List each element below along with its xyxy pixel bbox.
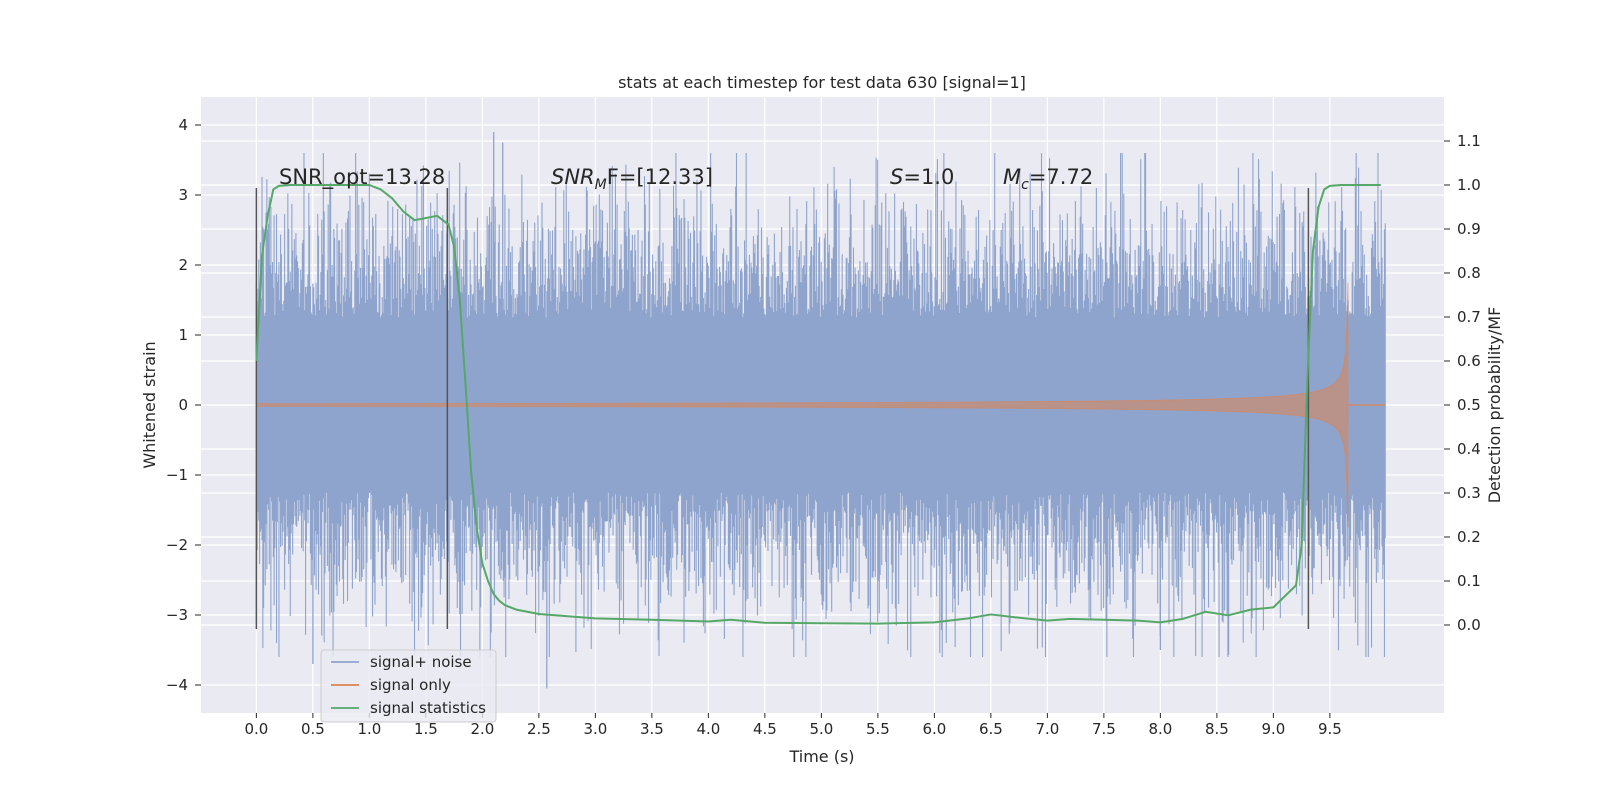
x-tick-label-4: 2.0 bbox=[470, 720, 494, 738]
x-tick-label-6: 3.0 bbox=[583, 720, 607, 738]
x-tick-label-7: 3.5 bbox=[640, 720, 664, 738]
x-tick-label-8: 4.0 bbox=[696, 720, 720, 738]
x-tick-label-9: 4.5 bbox=[753, 720, 777, 738]
x-tick-label-12: 6.0 bbox=[922, 720, 946, 738]
y-right-tick-label-11: 1.1 bbox=[1457, 132, 1481, 150]
annotation-mc-sub: c bbox=[1021, 177, 1029, 193]
y-right-tick-label-7: 0.7 bbox=[1457, 308, 1481, 326]
y-right-tick-label-0: 0.0 bbox=[1457, 616, 1481, 634]
y-right-tick-label-3: 0.3 bbox=[1457, 484, 1481, 502]
legend-label-signal-statistics: signal statistics bbox=[370, 699, 486, 717]
vertical-markers bbox=[255, 188, 1310, 629]
x-tick-label-13: 6.5 bbox=[979, 720, 1003, 738]
annotation-s-suffix: =1.0 bbox=[903, 165, 954, 189]
x-axis-label: Time (s) bbox=[788, 747, 854, 766]
legend: signal+ noise signal only signal statist… bbox=[320, 649, 497, 723]
x-tick-label-11: 5.5 bbox=[866, 720, 890, 738]
y-right-tick-label-9: 0.9 bbox=[1457, 220, 1481, 238]
y-left-tick-label-8: 4 bbox=[178, 116, 188, 134]
x-tick-label-3: 1.5 bbox=[414, 720, 438, 738]
x-tick-label-5: 2.5 bbox=[527, 720, 551, 738]
x-tick-label-16: 8.0 bbox=[1148, 720, 1172, 738]
y-right-tick-label-5: 0.5 bbox=[1457, 396, 1481, 414]
annotation-snr-mf: SNRMF=[12.33] bbox=[551, 165, 713, 193]
y-left-tick-label-5: 1 bbox=[178, 326, 188, 344]
signal-only-series bbox=[255, 282, 1386, 528]
annotation-snr-mf-suffix: F=[12.33] bbox=[607, 165, 713, 189]
x-tick-label-18: 9.0 bbox=[1261, 720, 1285, 738]
y-left-tick-label-3: −1 bbox=[166, 466, 188, 484]
annotation-mc-prefix: M bbox=[1003, 165, 1021, 189]
x-tick-label-15: 7.5 bbox=[1092, 720, 1116, 738]
y-left-tick-label-7: 3 bbox=[178, 186, 188, 204]
y-left-tick-label-2: −2 bbox=[166, 536, 188, 554]
y-axis-left-label: Whitened strain bbox=[140, 341, 159, 468]
x-tick-label-14: 7.0 bbox=[1035, 720, 1059, 738]
x-tick-label-17: 8.5 bbox=[1205, 720, 1229, 738]
x-tick-label-2: 1.0 bbox=[357, 720, 381, 738]
tick-labels: 0.0 0.5 1.0 1.5 2.0 2.5 3.0 3.5 4.0 4.5 5.0 5.5 6.0 6… bbox=[166, 116, 1481, 738]
x-tick-label-10: 5.0 bbox=[809, 720, 833, 738]
annotation-s-prefix: S bbox=[890, 165, 903, 189]
y-left-tick-label-4: 0 bbox=[178, 396, 188, 414]
annotation-mc: Mc=7.72 bbox=[1003, 165, 1093, 193]
annotation-mc-suffix: =7.72 bbox=[1029, 165, 1093, 189]
y-left-tick-label-6: 2 bbox=[178, 256, 188, 274]
signal-statistics-series bbox=[255, 184, 1381, 625]
y-left-tick-label-1: −3 bbox=[166, 606, 188, 624]
y-right-tick-label-4: 0.4 bbox=[1457, 440, 1481, 458]
signal-statistics-line bbox=[255, 184, 1381, 625]
y-left-tick-label-0: −4 bbox=[166, 676, 188, 694]
annotation-snr-mf-prefix: SNR bbox=[551, 165, 595, 189]
y-axis-right-label: Detection probability/MF bbox=[1485, 307, 1504, 504]
y-right-tick-label-2: 0.2 bbox=[1457, 528, 1481, 546]
x-tick-label-1: 0.5 bbox=[301, 720, 325, 738]
x-tick-label-0: 0.0 bbox=[244, 720, 268, 738]
chart-title: stats at each timestep for test data 630… bbox=[618, 73, 1026, 92]
x-tick-label-19: 9.5 bbox=[1318, 720, 1342, 738]
legend-label-signal-only: signal only bbox=[370, 676, 451, 694]
y-right-tick-label-1: 0.1 bbox=[1457, 572, 1481, 590]
y-right-tick-label-6: 0.6 bbox=[1457, 352, 1481, 370]
annotation-snr-opt: SNR_opt=13.28 bbox=[279, 165, 445, 190]
y-right-tick-label-10: 1.0 bbox=[1457, 176, 1481, 194]
annotation-snr-mf-sub: M bbox=[595, 177, 607, 193]
annotation-s: S=1.0 bbox=[890, 165, 954, 189]
signal-only-envelope bbox=[255, 282, 1349, 528]
signal-noise-series bbox=[255, 132, 1386, 689]
y-right-tick-label-8: 0.8 bbox=[1457, 264, 1481, 282]
legend-box bbox=[320, 649, 497, 723]
legend-label-signal-noise: signal+ noise bbox=[370, 653, 472, 671]
